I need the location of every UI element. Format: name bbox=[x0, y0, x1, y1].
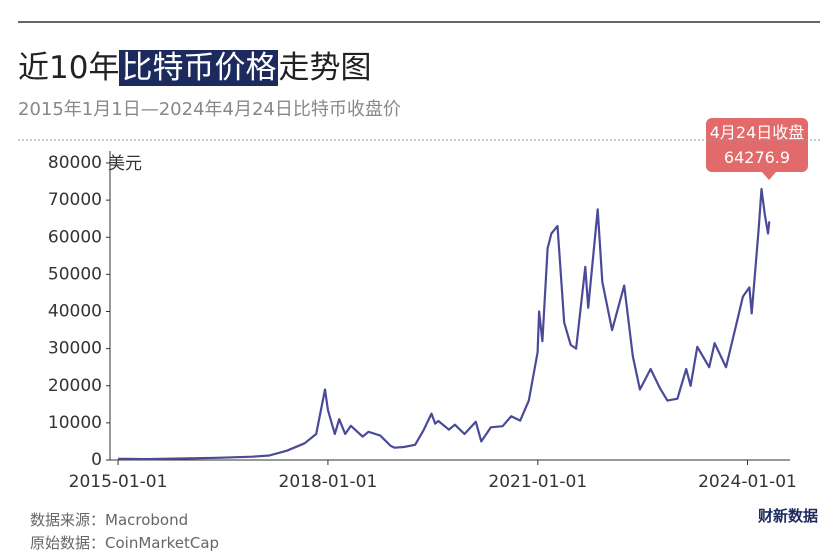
y-unit: 美元 bbox=[108, 154, 142, 174]
chart-title: 近10年比特币价格走势图 bbox=[18, 42, 371, 87]
annotation-text: 4月24日收盘 bbox=[709, 123, 805, 142]
x-tick-label: 2018-01-01 bbox=[279, 472, 378, 492]
source: 数据来源：Macrobond bbox=[30, 511, 189, 529]
x-tick-label: 2015-01-01 bbox=[69, 472, 168, 492]
y-tick-label: 50000 bbox=[48, 264, 102, 284]
logo: 财新数据 bbox=[757, 507, 818, 525]
y-tick-label: 60000 bbox=[48, 227, 102, 247]
y-tick-label: 0 bbox=[91, 450, 102, 470]
y-tick-label: 70000 bbox=[48, 190, 102, 210]
annotation-value: 64276.9 bbox=[723, 148, 791, 167]
y-tick-label: 10000 bbox=[48, 413, 102, 433]
y-tick-label: 20000 bbox=[48, 376, 102, 396]
y-tick-label: 30000 bbox=[48, 339, 102, 359]
annotation: 4月24日收盘 64276.9 bbox=[706, 118, 808, 180]
price-line bbox=[117, 187, 771, 461]
x-tick-label: 2024-01-01 bbox=[698, 472, 797, 492]
chart-subtitle: 2015年1月1日—2024年4月24日比特币收盘价 bbox=[18, 99, 401, 120]
title-part: 走势图 bbox=[278, 50, 372, 86]
y-tick-label: 40000 bbox=[48, 302, 102, 322]
title-highlight: 比特币价格 bbox=[119, 50, 279, 86]
y-tick-label: 80000 bbox=[48, 153, 102, 173]
source: 原始数据：CoinMarketCap bbox=[30, 534, 220, 552]
x-tick-label: 2021-01-01 bbox=[488, 472, 587, 492]
title-part: 近10年 bbox=[18, 50, 120, 86]
